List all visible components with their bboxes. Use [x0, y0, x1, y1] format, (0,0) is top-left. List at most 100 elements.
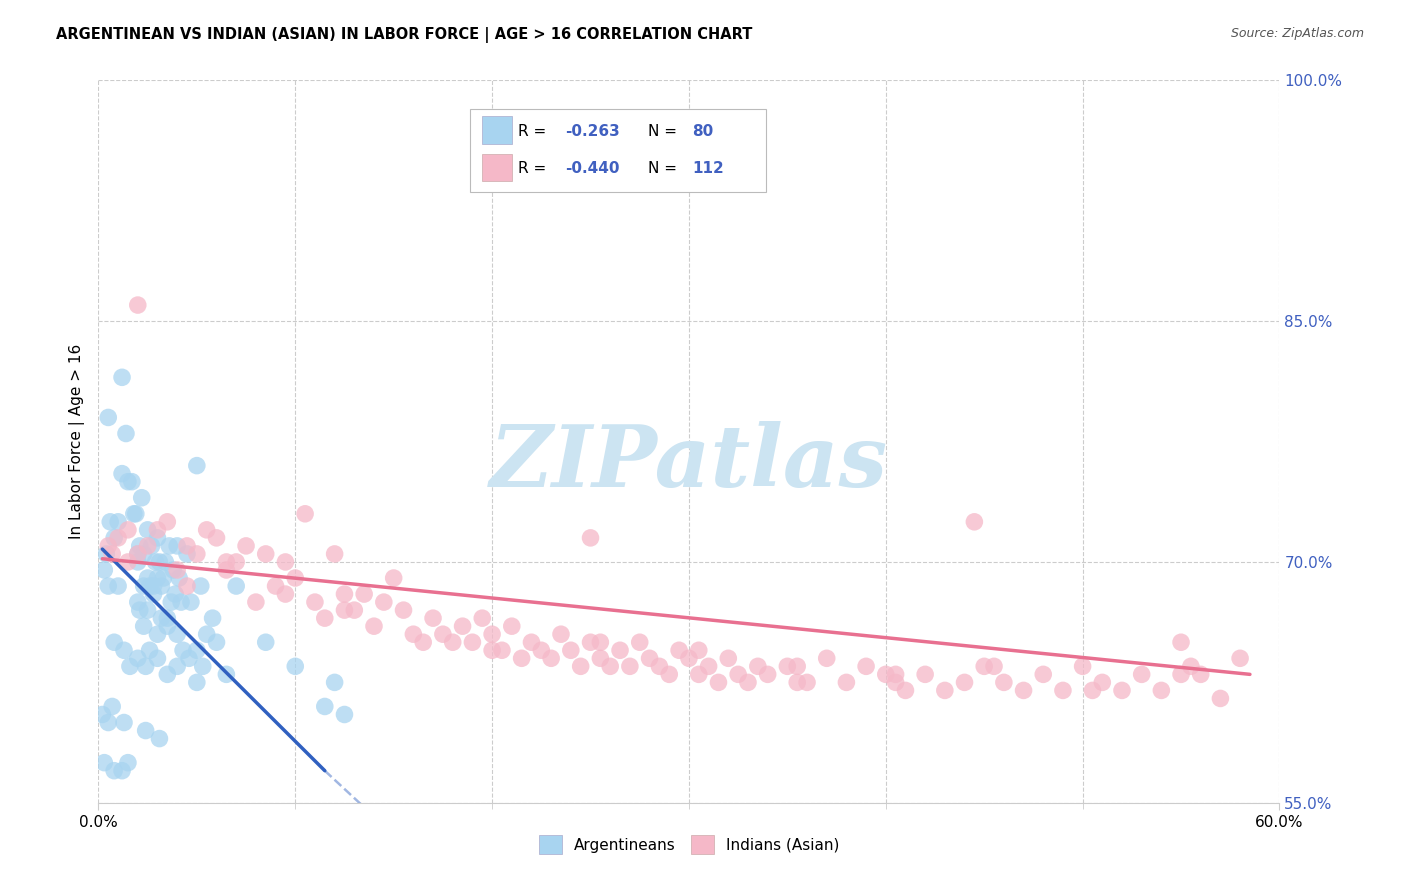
Point [136, 571, 159, 585]
Point [186, 547, 208, 561]
Point [412, 635, 434, 649]
Point [1032, 667, 1054, 681]
Point [658, 667, 681, 681]
Point [983, 659, 1005, 673]
Point [180, 595, 202, 609]
Text: -0.440: -0.440 [565, 161, 620, 177]
Point [156, 667, 179, 681]
Point [225, 579, 247, 593]
Point [101, 699, 124, 714]
Point [245, 595, 267, 609]
Point [111, 370, 134, 384]
Text: R =: R = [517, 124, 551, 138]
Point [156, 611, 179, 625]
Point [540, 651, 562, 665]
Point [166, 659, 188, 673]
Y-axis label: In Labor Force | Age > 16: In Labor Force | Age > 16 [69, 344, 84, 539]
Point [1111, 683, 1133, 698]
Point [156, 619, 179, 633]
Point [166, 539, 188, 553]
Point [205, 635, 228, 649]
Point [579, 635, 602, 649]
Point [756, 667, 779, 681]
Point [170, 595, 193, 609]
Point [146, 651, 169, 665]
Point [973, 659, 995, 673]
Point [934, 683, 956, 698]
Point [191, 659, 214, 673]
Point [186, 675, 208, 690]
Point [589, 635, 612, 649]
Point [235, 539, 257, 553]
Point [609, 643, 631, 657]
Point [441, 635, 464, 649]
Point [481, 627, 503, 641]
Point [136, 539, 159, 553]
Point [274, 555, 297, 569]
Point [953, 675, 976, 690]
Text: ARGENTINEAN VS INDIAN (ASIAN) IN LABOR FORCE | AGE > 16 CORRELATION CHART: ARGENTINEAN VS INDIAN (ASIAN) IN LABOR F… [56, 27, 752, 43]
Point [215, 563, 238, 577]
Point [402, 884, 425, 892]
Point [1170, 667, 1192, 681]
Point [284, 571, 307, 585]
Point [638, 651, 661, 665]
Point [717, 651, 740, 665]
Point [688, 667, 710, 681]
Point [131, 491, 153, 505]
Point [186, 643, 208, 657]
Bar [482, 154, 512, 181]
Point [127, 595, 149, 609]
Point [678, 651, 700, 665]
Point [162, 563, 184, 577]
Point [432, 627, 454, 641]
Point [520, 635, 543, 649]
Point [117, 756, 139, 770]
Point [97, 715, 120, 730]
Point [402, 627, 425, 641]
Point [166, 563, 188, 577]
Point [688, 643, 710, 657]
Point [141, 539, 163, 553]
Point [737, 675, 759, 690]
Point [122, 507, 145, 521]
Point [150, 579, 173, 593]
Point [304, 595, 326, 609]
Text: N =: N = [648, 124, 682, 138]
Bar [482, 116, 512, 144]
Point [157, 539, 180, 553]
Point [107, 531, 129, 545]
Point [201, 611, 224, 625]
Point [146, 627, 169, 641]
Point [993, 675, 1015, 690]
Point [127, 547, 149, 561]
Point [697, 659, 720, 673]
Point [619, 659, 641, 673]
Point [1189, 667, 1212, 681]
Point [884, 667, 907, 681]
Point [786, 659, 808, 673]
Point [127, 547, 149, 561]
Point [274, 587, 297, 601]
Point [142, 587, 165, 601]
Point [98, 515, 121, 529]
Point [569, 659, 592, 673]
Point [186, 458, 208, 473]
Point [510, 651, 533, 665]
Point [875, 667, 897, 681]
Point [195, 627, 218, 641]
Point [93, 756, 115, 770]
Point [93, 563, 115, 577]
Point [264, 579, 287, 593]
Point [165, 587, 187, 601]
Point [146, 531, 169, 545]
Point [91, 707, 114, 722]
Point [97, 579, 120, 593]
Point [254, 635, 277, 649]
Point [314, 611, 336, 625]
Point [138, 579, 160, 593]
Point [225, 555, 247, 569]
Point [373, 595, 395, 609]
Point [461, 635, 484, 649]
Point [172, 643, 194, 657]
